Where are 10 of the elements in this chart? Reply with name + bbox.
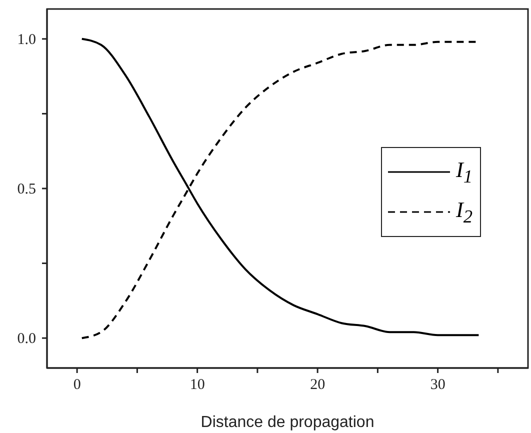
x-tick-label: 0 xyxy=(73,377,81,393)
x-tick-label: 10 xyxy=(190,377,205,393)
y-tick-label: 0.0 xyxy=(17,331,36,348)
x-tick-label: 30 xyxy=(430,377,446,393)
legend-label: I$_{1}$ xyxy=(456,156,472,188)
legend-label: I$_{2}$ xyxy=(456,196,472,228)
x-tick-label: 20 xyxy=(310,377,326,393)
y-tick-label: 0.5 xyxy=(17,182,36,198)
x-axis-title: Distance de propagation xyxy=(200,414,374,431)
y-tick-label: 1.0 xyxy=(17,32,36,48)
